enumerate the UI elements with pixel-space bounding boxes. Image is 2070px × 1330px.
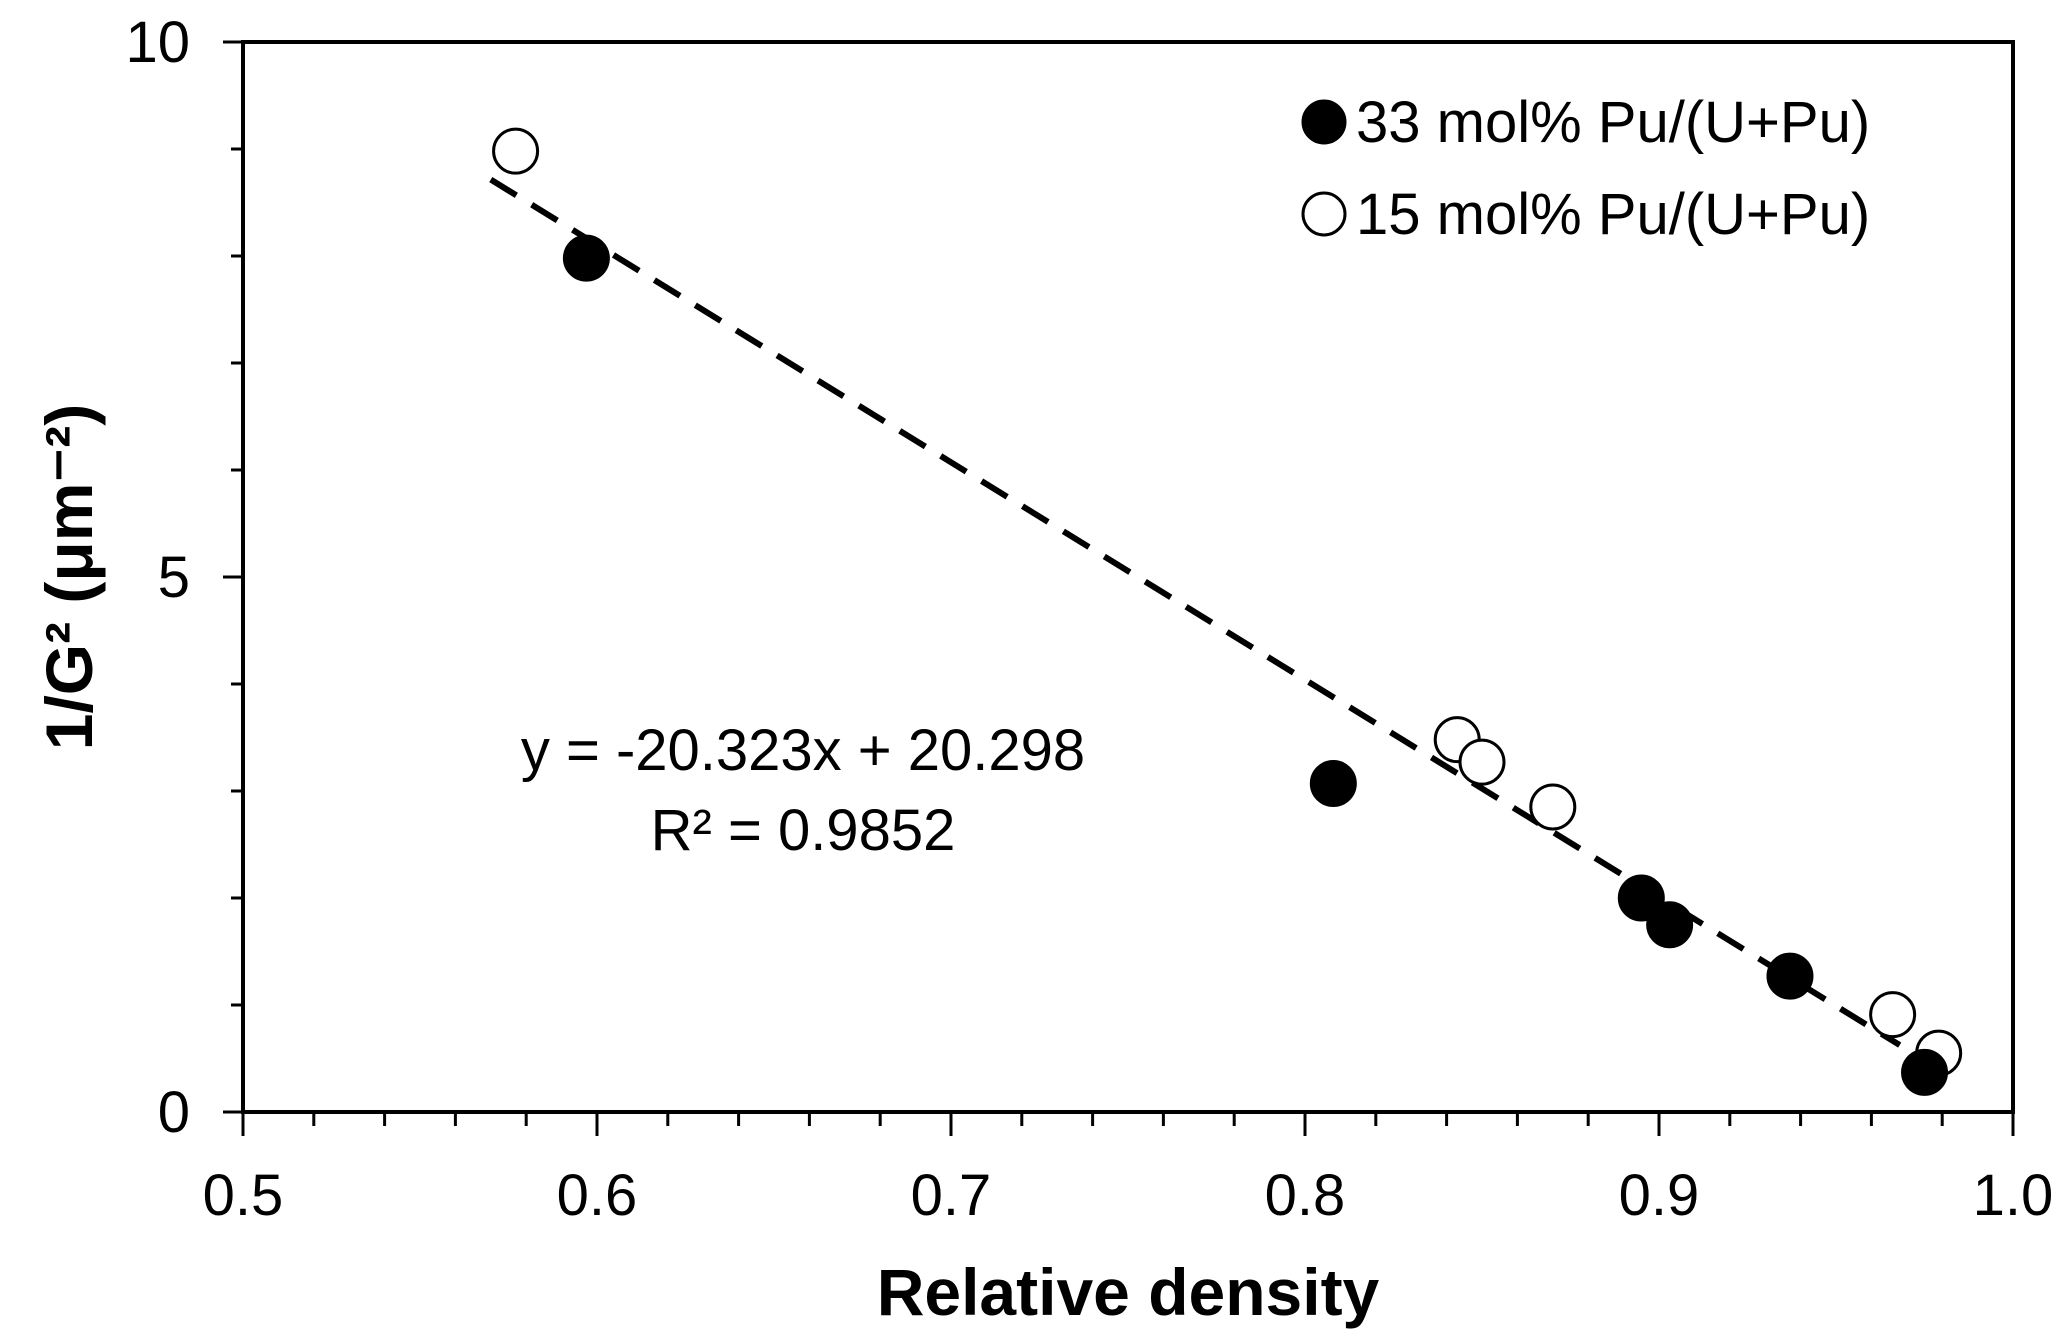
x-tick-label-0.7: 0.7	[911, 1163, 992, 1228]
point-15-mol-3	[1529, 783, 1577, 831]
point-33-mol-4	[1766, 952, 1814, 1000]
y-tick-label-0: 0	[158, 1080, 190, 1145]
x-tick-label-0.9: 0.9	[1619, 1163, 1700, 1228]
trendline-r-squared: R² = 0.9852	[651, 798, 956, 863]
legend-label-15-mol: 15 mol% Pu/(U+Pu)	[1356, 182, 1870, 247]
point-15-mol-0	[492, 127, 540, 175]
point-15-mol-2	[1458, 738, 1506, 786]
trendline-equation: y = -20.323x + 20.298	[521, 718, 1085, 783]
legend-marker-15-mol	[1301, 191, 1347, 237]
x-tick-label-0.8: 0.8	[1265, 1163, 1346, 1228]
x-tick-label-0.5: 0.5	[203, 1163, 284, 1228]
point-33-mol-5	[1901, 1048, 1948, 1096]
x-axis-title: Relative density	[877, 1255, 1380, 1329]
y-axis-ticks	[223, 40, 243, 1114]
x-tick-label-0.6: 0.6	[557, 1163, 638, 1228]
y-tick-label-10: 10	[125, 10, 190, 75]
x-axis-ticks	[241, 1112, 2015, 1136]
legend-label-33-mol: 33 mol% Pu/(U+Pu)	[1356, 90, 1870, 155]
data-points-layer	[492, 127, 1963, 1096]
y-tick-label-5: 5	[158, 545, 190, 610]
point-33-mol-1	[1309, 760, 1357, 808]
trendline-layer	[489, 177, 1902, 1048]
x-tick-label-1.0: 1.0	[1973, 1163, 2054, 1228]
point-15-mol-4	[1869, 991, 1917, 1039]
trendline	[489, 177, 1902, 1048]
legend: 33 mol% Pu/(U+Pu) 15 mol% Pu/(U+Pu)	[1301, 90, 1870, 247]
y-axis-title: 1/G² (μm⁻²)	[32, 404, 106, 751]
point-33-mol-0	[562, 234, 610, 282]
legend-marker-33-mol	[1301, 99, 1347, 145]
point-33-mol-3	[1646, 901, 1694, 949]
